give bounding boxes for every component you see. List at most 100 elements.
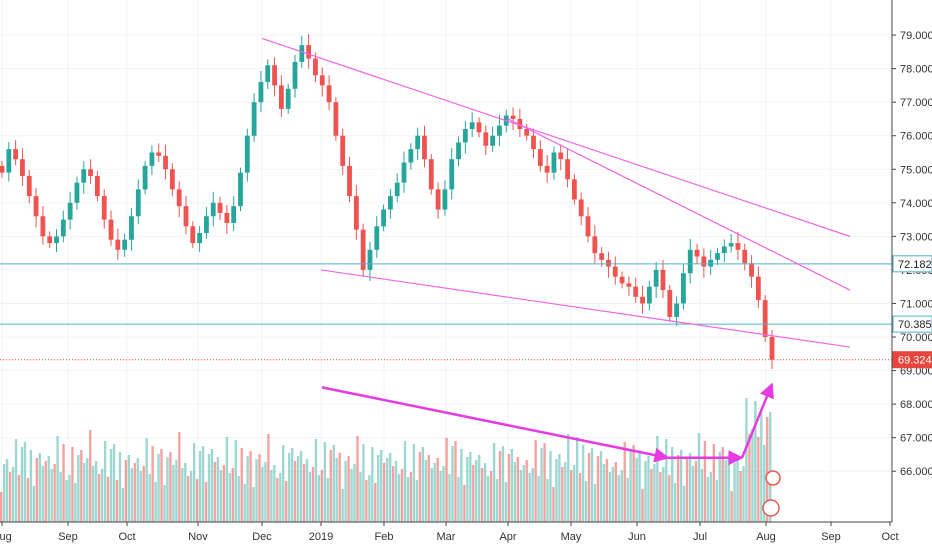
time-tick: Mar [437,522,456,543]
volume-bar [255,459,258,522]
volume-bar [14,439,18,522]
volume-bar [56,436,59,522]
volume-bar [160,449,163,522]
volume-bar [106,477,110,522]
volume-bar [516,457,520,522]
candle-body [278,85,284,109]
volume-bar [668,475,671,522]
volume-bar [706,477,710,522]
volume-bar [638,453,641,522]
indicator-badge[interactable] [762,470,781,517]
volume-bar [685,458,689,522]
candle-body [585,216,591,237]
volume-bar [264,462,267,522]
candle-body [142,165,148,190]
candle-body [156,152,162,156]
price-tags: 72.182 70.385 69.324 [892,255,932,369]
time-tick: Apr [499,522,517,543]
volume-bar [528,473,531,522]
volume-bar [486,476,490,522]
candle-body [728,243,734,247]
candle-body [749,263,754,277]
volume-bar [356,436,359,522]
volume-bar [190,471,193,522]
volume-bar [605,459,609,522]
volume-arrow[interactable] [321,386,670,463]
candle-body [735,243,741,250]
volume-arrow[interactable] [740,382,774,459]
volume-bar [579,473,582,522]
volume-bar [641,489,644,522]
volume-bar [335,458,338,522]
volume-bar [246,456,249,522]
volume-bar [240,448,243,522]
candle-body [462,129,468,143]
volume-bar [320,470,324,522]
indicator-icon[interactable] [765,470,781,486]
candle-body [265,65,271,83]
price-tick: 68.000 [892,399,932,411]
volume-bar [596,456,600,522]
candle-body [490,135,496,146]
price-axis[interactable]: 79.000 78.000 77.000 76.000 75.000 74.000 73.0… [892,30,932,478]
volume-bar [11,467,15,522]
candle-body [612,266,618,277]
time-axis[interactable]: Aug Sep Oct Nov Dec 2019 Feb Mar Apr May Jun Jul Aug… [0,522,899,543]
volume-bar [362,444,365,522]
volume-bar [567,434,570,522]
volume-bar [74,483,77,522]
candle-body [360,229,366,270]
volume-bar [95,461,98,522]
trendline[interactable] [261,37,851,237]
volume-bar [653,464,656,522]
time-tick: Sep [821,522,841,543]
candle-body [210,202,216,217]
volume-bar [86,458,89,522]
volume-bar [109,449,113,522]
volume-bar [193,443,196,522]
price-tick-label: 74.000 [900,198,932,210]
candle-body [169,169,175,190]
price-tick: 66.000 [892,466,932,478]
volume-bar [100,469,104,522]
volume-bar [424,460,427,522]
volume-bar [543,443,546,522]
price-tick: 70.000 [892,332,932,344]
volume-bar [329,450,332,522]
volume-bar [267,434,270,522]
volume-bar [757,437,760,522]
candle-body [381,209,386,227]
volume-bar [222,465,226,522]
volume-bar [525,460,528,522]
volume-bar [608,472,612,522]
volume-bar [397,474,401,522]
volume-bar [0,492,3,522]
trendline[interactable] [320,269,851,348]
volume-bar [466,457,469,522]
volume-bar [469,452,472,522]
price-tick-label: 71.000 [900,298,932,310]
volume-bar [498,451,502,522]
volume-bar [632,445,635,522]
volume-bar [65,480,68,522]
volume-bar [709,472,713,522]
volume-bar [531,468,534,522]
candle-body [442,189,448,210]
volume-bar [225,437,229,522]
indicator-icon-secondary[interactable] [762,499,780,517]
candle-body [129,216,134,240]
candle-body [94,175,100,197]
volume-bar [478,455,481,522]
volume-bar [691,466,695,522]
volume-bar [71,447,74,522]
volume-bar [77,455,80,522]
volume-bar [403,441,407,522]
volume-bar [47,456,50,522]
candle-body [537,149,543,166]
volume-bar [599,451,603,522]
volume-bar [659,472,662,522]
trendline[interactable] [507,118,851,291]
candle-body [101,196,107,220]
candle-body [26,175,32,197]
volume-bar [602,464,606,522]
